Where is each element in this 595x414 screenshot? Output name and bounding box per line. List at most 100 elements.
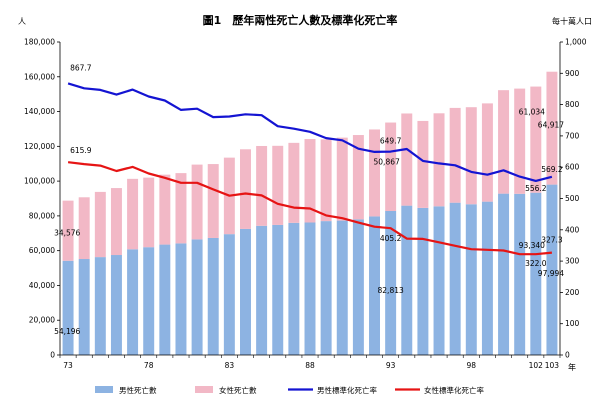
- x-tick-label: 93: [386, 361, 396, 370]
- left-tick-label: 80,000: [29, 211, 55, 220]
- bar-female-deaths: [207, 164, 219, 238]
- bar-male-deaths: [191, 239, 203, 355]
- bar-female-deaths: [546, 71, 558, 185]
- bar-male-deaths: [481, 201, 493, 355]
- bar-female-deaths: [288, 142, 300, 223]
- bar-female-deaths: [449, 107, 461, 203]
- bar-female-deaths: [272, 145, 284, 225]
- legend-female-rate-label: 女性標準化死亡率: [424, 385, 484, 395]
- right-tick-label: 800: [565, 100, 580, 109]
- bar-female-deaths: [304, 139, 316, 223]
- bar-female-deaths: [191, 164, 203, 240]
- bar-male-deaths: [240, 228, 251, 355]
- left-axis-unit: 人: [18, 17, 26, 26]
- chart-title: 圖1 歷年兩性死亡人數及標準化死亡率: [203, 13, 398, 27]
- bar-male-deaths: [530, 192, 542, 355]
- bar-female-deaths: [498, 90, 510, 194]
- bar-female-deaths: [143, 177, 155, 248]
- bar-female-deaths: [433, 113, 445, 207]
- bar-male-deaths: [498, 193, 510, 355]
- right-axis-unit: 每十萬人口: [552, 16, 592, 26]
- bar-female-deaths: [417, 120, 429, 208]
- data-label-male-deaths: 93,340: [519, 241, 545, 250]
- bar-male-deaths: [433, 206, 445, 355]
- left-tick-label: 120,000: [24, 142, 55, 151]
- bar-female-deaths: [175, 173, 187, 244]
- right-tick-label: 500: [565, 194, 580, 203]
- bar-male-deaths: [256, 225, 268, 355]
- bar-male-deaths: [320, 221, 332, 355]
- left-tick-label: 60,000: [29, 246, 55, 255]
- data-label-male-rate: 867.7: [70, 63, 92, 72]
- bar-male-deaths: [417, 207, 429, 355]
- data-label-male-deaths: 97,994: [538, 269, 564, 278]
- bar-male-deaths: [369, 216, 380, 355]
- right-tick-label: 300: [565, 257, 580, 266]
- x-tick-label: 102: [529, 361, 544, 370]
- legend-male-deaths-swatch: [95, 386, 113, 393]
- left-tick-label: 100,000: [24, 177, 55, 186]
- bar-female-deaths: [530, 86, 542, 193]
- bar-female-deaths: [514, 88, 526, 194]
- x-tick-label: 83: [225, 361, 235, 370]
- data-label-female-deaths: 34,576: [54, 229, 80, 238]
- bar-male-deaths: [94, 257, 106, 355]
- right-tick-label: 100: [565, 319, 580, 328]
- bar-female-deaths: [385, 122, 397, 211]
- data-label-male-deaths: 54,196: [54, 327, 80, 336]
- right-tick-label: 600: [565, 163, 580, 172]
- bar-female-deaths: [256, 145, 268, 226]
- bar-female-deaths: [127, 178, 139, 250]
- bar-male-deaths: [304, 222, 316, 355]
- bar-male-deaths: [336, 220, 348, 355]
- bar-female-deaths: [240, 149, 251, 229]
- bar-female-deaths: [94, 191, 106, 258]
- left-tick-label: 140,000: [24, 107, 55, 116]
- line-male-standardized-rate: [67, 82, 553, 182]
- data-label-male-rate: 569.2: [541, 165, 563, 174]
- bar-male-deaths: [62, 260, 74, 355]
- right-tick-label: 1,000: [565, 38, 587, 47]
- bar-male-deaths: [223, 234, 235, 355]
- plot-area: 0 20,000 40,000 60,000 80,000 100,000 120,000 1…: [24, 38, 587, 371]
- bar-male-deaths: [272, 224, 284, 355]
- data-label-female-deaths: 50,867: [374, 158, 400, 167]
- left-tick-label: 40,000: [29, 281, 55, 290]
- bar-male-deaths: [288, 222, 300, 355]
- legend-male-rate-label: 男性標準化死亡率: [317, 385, 377, 395]
- bar-female-deaths: [369, 129, 380, 217]
- x-tick-label: 103: [545, 361, 560, 370]
- bar-female-deaths: [110, 188, 122, 256]
- bar-female-deaths: [336, 137, 348, 221]
- right-tick-label: 900: [565, 69, 580, 78]
- bar-male-deaths: [514, 193, 526, 355]
- left-tick-label: 20,000: [29, 316, 55, 325]
- legend-female-deaths-swatch: [195, 386, 213, 393]
- bar-male-deaths: [449, 202, 461, 355]
- left-tick-label: 160,000: [24, 72, 55, 81]
- right-tick-label: 200: [565, 288, 580, 297]
- bar-male-deaths: [401, 205, 413, 355]
- bar-male-deaths: [465, 204, 477, 355]
- bar-male-deaths: [352, 219, 364, 355]
- x-tick-label: 88: [305, 361, 315, 370]
- bar-male-deaths: [207, 237, 219, 355]
- bar-female-deaths: [62, 200, 74, 261]
- left-tick-label: 180,000: [24, 38, 55, 47]
- data-label-male-rate: 556.2: [525, 184, 547, 193]
- data-label-female-deaths: 61,034: [519, 108, 545, 117]
- bar-female-deaths: [159, 174, 171, 245]
- bar-male-deaths: [385, 210, 397, 355]
- data-label-female-rate: 405.2: [380, 234, 402, 243]
- data-label-female-rate: 327.3: [541, 236, 563, 245]
- data-label-female-deaths: 64,917: [538, 121, 564, 130]
- bar-male-deaths: [159, 244, 171, 355]
- bar-male-deaths: [546, 184, 558, 355]
- bar-male-deaths: [175, 243, 187, 355]
- bar-male-deaths: [127, 249, 139, 355]
- bar-female-deaths: [78, 197, 90, 260]
- x-tick-label: 78: [144, 361, 154, 370]
- bar-female-deaths: [465, 107, 477, 205]
- data-label-male-deaths: 82,813: [378, 286, 404, 295]
